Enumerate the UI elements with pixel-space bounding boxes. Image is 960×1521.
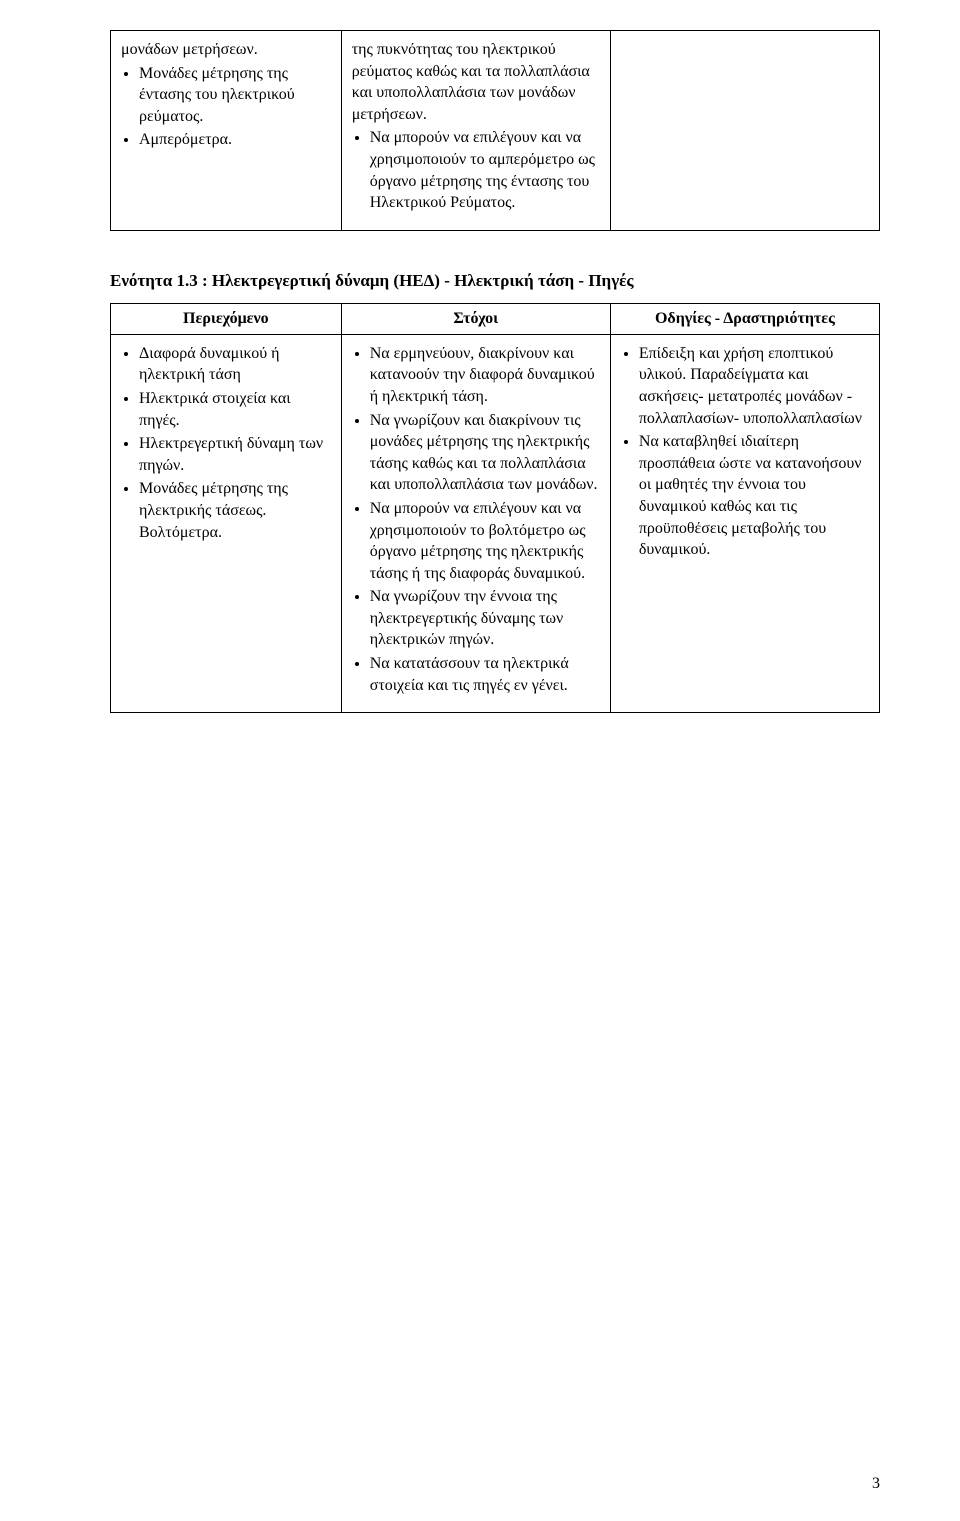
list-item: Να καταβληθεί ιδιαίτερη προσπάθεια ώστε … [639,431,869,561]
table2-header-mid: Στόχοι [341,303,610,334]
list-item: Ηλεκτρεγερτική δύναμη των πηγών. [139,433,331,476]
table2-col-right: Επίδειξη και χρήση εποπτικού υλικού. Παρ… [610,334,879,713]
bullet-list: Επίδειξη και χρήση εποπτικού υλικού. Παρ… [621,343,869,561]
table1-col-left: μονάδων μετρήσεων. Μονάδες μέτρησης της … [111,31,342,231]
table1-col-mid: της πυκνότητας του ηλεκτρικού ρεύματος κ… [341,31,610,231]
bullet-list: Να ερμηνεύουν, διακρίνουν και κατανοούν … [352,343,600,697]
list-item: Να ερμηνεύουν, διακρίνουν και κατανοούν … [370,343,600,408]
list-item: Ηλεκτρικά στοιχεία και πηγές. [139,388,331,431]
list-item: Να κατατάσσουν τα ηλεκτρικά στοιχεία και… [370,653,600,696]
list-item: Μονάδες μέτρησης της ηλεκτρικής τάσεως. … [139,478,331,543]
table-header-row: Περιεχόμενο Στόχοι Οδηγίες - Δραστηριότη… [111,303,880,334]
table2-col-mid: Να ερμηνεύουν, διακρίνουν και κατανοούν … [341,334,610,713]
table1-col-right-empty [610,31,879,231]
list-item: Να μπορούν να επιλέγουν και να χρησιμοπο… [370,127,600,213]
bullet-list: μονάδων μετρήσεων. Μονάδες μέτρησης της … [121,39,331,151]
list-item: Μονάδες μέτρησης της έντασης του ηλεκτρι… [139,63,331,128]
table-1: μονάδων μετρήσεων. Μονάδες μέτρησης της … [110,30,880,231]
list-item: Διαφορά δυναμικού ή ηλεκτρική τάση [139,343,331,386]
bullet-list: της πυκνότητας του ηλεκτρικού ρεύματος κ… [352,39,600,214]
bullet-list: Διαφορά δυναμικού ή ηλεκτρική τάση Ηλεκτ… [121,343,331,543]
list-item: Να μπορούν να επιλέγουν και να χρησιμοπο… [370,498,600,584]
table2-header-left: Περιεχόμενο [111,303,342,334]
table-row: Διαφορά δυναμικού ή ηλεκτρική τάση Ηλεκτ… [111,334,880,713]
list-item: της πυκνότητας του ηλεκτρικού ρεύματος κ… [352,39,600,125]
table2-header-right: Οδηγίες - Δραστηριότητες [610,303,879,334]
table2-col-left: Διαφορά δυναμικού ή ηλεκτρική τάση Ηλεκτ… [111,334,342,713]
list-item: Να γνωρίζουν την έννοια της ηλεκτρεγερτι… [370,586,600,651]
list-item: μονάδων μετρήσεων. [121,39,331,61]
list-item: Αμπερόμετρα. [139,129,331,151]
table-2: Περιεχόμενο Στόχοι Οδηγίες - Δραστηριότη… [110,303,880,714]
section-title: Ενότητα 1.3 : Ηλεκτρεγερτική δύναμη (ΗΕΔ… [110,271,880,291]
list-item: Επίδειξη και χρήση εποπτικού υλικού. Παρ… [639,343,869,429]
table-row: μονάδων μετρήσεων. Μονάδες μέτρησης της … [111,31,880,231]
document-page: μονάδων μετρήσεων. Μονάδες μέτρησης της … [0,0,960,1521]
list-item: Να γνωρίζουν και διακρίνουν τις μονάδες … [370,410,600,496]
page-number: 3 [872,1475,880,1493]
